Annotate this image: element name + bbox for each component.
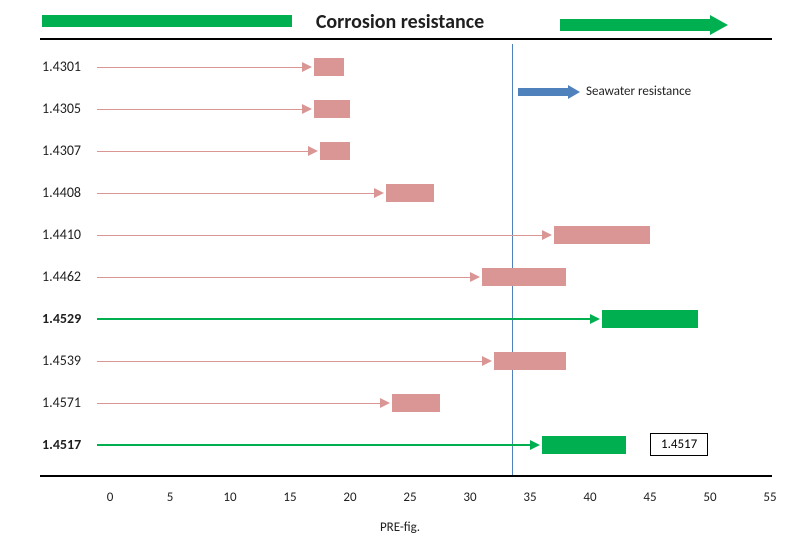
material-label: 1.4462 xyxy=(42,268,81,285)
material-label: 1.4571 xyxy=(42,394,81,411)
row-arrow-head xyxy=(470,272,480,282)
material-label: 1.4307 xyxy=(42,142,81,159)
material-label: 1.4539 xyxy=(42,352,81,369)
row-arrow-head xyxy=(302,104,312,114)
x-tick-label: 0 xyxy=(107,490,114,505)
row-arrow xyxy=(97,67,302,68)
material-label: 1.4305 xyxy=(42,100,81,117)
row-arrow-head xyxy=(482,356,492,366)
chart-title: Corrosion resistance xyxy=(316,10,484,34)
seawater-arrow-icon xyxy=(518,85,580,99)
seawater-label: Seawater resistance xyxy=(586,84,691,99)
x-tick-label: 30 xyxy=(463,490,476,505)
row-arrow-head xyxy=(380,398,390,408)
x-axis-title: PRE-fig. xyxy=(380,520,420,535)
range-bar xyxy=(482,268,566,286)
range-bar xyxy=(320,142,350,160)
range-bar xyxy=(386,184,434,202)
row-arrow xyxy=(97,151,308,152)
range-bar xyxy=(314,100,350,118)
x-tick-label: 50 xyxy=(703,490,716,505)
range-bar xyxy=(542,436,626,454)
row-arrow xyxy=(97,403,380,404)
range-bar xyxy=(494,352,566,370)
title-left-bar xyxy=(42,15,292,27)
seawater-indicator: Seawater resistance xyxy=(518,84,691,99)
material-label: 1.4517 xyxy=(42,436,81,453)
row-arrow xyxy=(97,318,590,320)
plot-bottom-border xyxy=(40,475,772,477)
range-bar xyxy=(554,226,650,244)
row-arrow-head xyxy=(590,314,600,324)
title-right-arrow xyxy=(560,15,728,35)
row-arrow xyxy=(97,109,302,110)
material-label: 1.4410 xyxy=(42,226,81,243)
range-bar xyxy=(392,394,440,412)
x-tick-label: 25 xyxy=(403,490,416,505)
row-arrow xyxy=(97,235,542,236)
range-bar xyxy=(602,310,698,328)
row-arrow xyxy=(97,361,482,362)
seawater-threshold-line xyxy=(512,44,513,475)
material-label: 1.4301 xyxy=(42,58,81,75)
row-arrow-head xyxy=(308,146,318,156)
x-tick-label: 40 xyxy=(583,490,596,505)
row-arrow-head xyxy=(374,188,384,198)
row-arrow-head xyxy=(542,230,552,240)
material-label: 1.4408 xyxy=(42,184,81,201)
x-tick-label: 45 xyxy=(643,490,656,505)
callout-box: 1.4517 xyxy=(650,433,708,456)
row-arrow-head xyxy=(530,440,540,450)
row-arrow-head xyxy=(302,62,312,72)
x-tick-label: 10 xyxy=(223,490,236,505)
x-tick-label: 55 xyxy=(763,490,776,505)
material-label: 1.4529 xyxy=(42,310,81,327)
corrosion-chart: Corrosion resistance 1.4301 1.4305 1.4307 1.… xyxy=(0,0,800,555)
x-tick-label: 20 xyxy=(343,490,356,505)
row-arrow xyxy=(97,277,470,278)
row-arrow xyxy=(97,444,530,446)
row-arrow xyxy=(97,193,374,194)
x-tick-label: 15 xyxy=(283,490,296,505)
x-tick-label: 5 xyxy=(167,490,174,505)
plot-top-border xyxy=(40,38,772,40)
x-tick-label: 35 xyxy=(523,490,536,505)
range-bar xyxy=(314,58,344,76)
